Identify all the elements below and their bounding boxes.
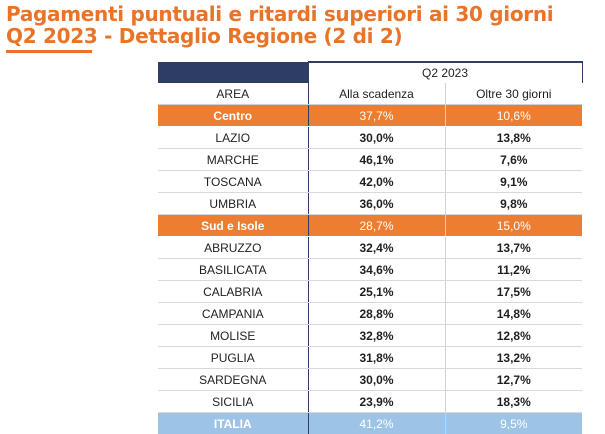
over-30-cell: 13,7%	[445, 237, 582, 259]
on-time-cell: 25,1%	[308, 281, 445, 303]
over-30-cell: 9,1%	[445, 171, 582, 193]
over-30-cell: 9,8%	[445, 193, 582, 215]
over-30-cell: 18,3%	[445, 391, 582, 413]
on-time-cell: 34,6%	[308, 259, 445, 281]
over-30-cell: 11,2%	[445, 259, 582, 281]
area-cell: MOLISE	[158, 325, 308, 347]
area-cell: MARCHE	[158, 149, 308, 171]
region-payments-table: Q2 2023 AREA Alla scadenza Oltre 30 gior…	[158, 61, 583, 434]
over-30-cell: 14,8%	[445, 303, 582, 325]
area-cell: SARDEGNA	[158, 369, 308, 391]
area-cell: CALABRIA	[158, 281, 308, 303]
on-time-cell: 36,0%	[308, 193, 445, 215]
on-time-cell: 30,0%	[308, 127, 445, 149]
on-time-cell: 28,7%	[308, 215, 445, 237]
title-line-1: Pagamenti puntuali e ritardi superiori a…	[6, 2, 553, 26]
area-cell: Sud e Isole	[158, 215, 308, 237]
title-line-2: Q2 2023 - Dettaglio Regione (2 di 2)	[6, 24, 402, 48]
column-header-over-30: Oltre 30 giorni	[445, 83, 582, 105]
on-time-cell: 42,0%	[308, 171, 445, 193]
page-title: Pagamenti puntuali e ritardi superiori a…	[6, 3, 553, 47]
over-30-cell: 17,5%	[445, 281, 582, 303]
area-cell: PUGLIA	[158, 347, 308, 369]
over-30-cell: 12,8%	[445, 325, 582, 347]
over-30-cell: 10,6%	[445, 105, 582, 127]
over-30-cell: 13,2%	[445, 347, 582, 369]
area-cell: SICILIA	[158, 391, 308, 413]
period-header: Q2 2023	[308, 62, 582, 83]
area-cell: TOSCANA	[158, 171, 308, 193]
over-30-cell: 15,0%	[445, 215, 582, 237]
on-time-cell: 32,8%	[308, 325, 445, 347]
on-time-cell: 41,2%	[308, 413, 445, 434]
area-cell: CAMPANIA	[158, 303, 308, 325]
column-header-area: AREA	[158, 83, 308, 105]
area-cell: Centro	[158, 105, 308, 127]
on-time-cell: 32,4%	[308, 237, 445, 259]
over-30-cell: 9,5%	[445, 413, 582, 434]
area-cell: BASILICATA	[158, 259, 308, 281]
on-time-cell: 28,8%	[308, 303, 445, 325]
on-time-cell: 37,7%	[308, 105, 445, 127]
area-cell: ITALIA	[158, 413, 308, 434]
on-time-cell: 31,8%	[308, 347, 445, 369]
area-cell: ABRUZZO	[158, 237, 308, 259]
over-30-cell: 7,6%	[445, 149, 582, 171]
area-cell: UMBRIA	[158, 193, 308, 215]
column-header-on-time: Alla scadenza	[308, 83, 445, 105]
area-cell: LAZIO	[158, 127, 308, 149]
title-underline	[6, 50, 92, 53]
on-time-cell: 46,1%	[308, 149, 445, 171]
over-30-cell: 12,7%	[445, 369, 582, 391]
on-time-cell: 30,0%	[308, 369, 445, 391]
on-time-cell: 23,9%	[308, 391, 445, 413]
header-blank-cell	[158, 62, 308, 83]
over-30-cell: 13,8%	[445, 127, 582, 149]
